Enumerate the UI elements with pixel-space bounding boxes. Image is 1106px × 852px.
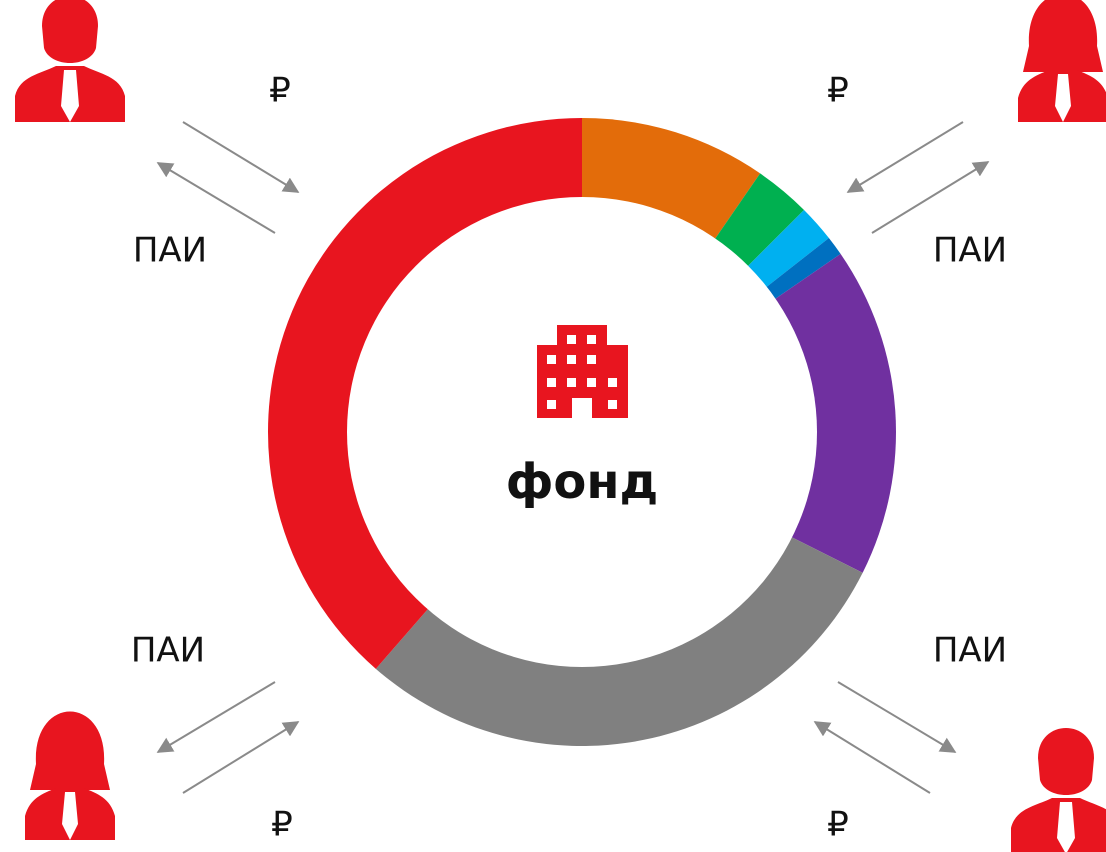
arrows bbox=[156, 121, 990, 794]
arrow bbox=[813, 721, 931, 794]
units-label: ПАИ bbox=[133, 231, 207, 271]
money-label: ₽ bbox=[827, 805, 849, 845]
units-label: ПАИ bbox=[131, 631, 205, 671]
money-label: ₽ bbox=[827, 71, 849, 111]
arrow bbox=[182, 721, 300, 794]
arrow bbox=[156, 681, 276, 753]
arrow bbox=[182, 121, 300, 193]
investor-icon bbox=[25, 711, 115, 840]
investor-icon bbox=[15, 0, 125, 122]
money-label: ₽ bbox=[269, 71, 291, 111]
center-label: фонд bbox=[506, 454, 659, 510]
units-label: ПАИ bbox=[933, 631, 1007, 671]
arrow bbox=[871, 161, 990, 234]
investor-icon bbox=[1018, 0, 1106, 122]
units-label: ПАИ bbox=[933, 231, 1007, 271]
arrow bbox=[846, 121, 964, 193]
money-label: ₽ bbox=[271, 805, 293, 845]
arrow bbox=[156, 162, 276, 234]
building-icon bbox=[537, 325, 628, 418]
investor-icon bbox=[1011, 728, 1106, 852]
ring-hole bbox=[347, 197, 817, 667]
arrow bbox=[837, 681, 957, 753]
